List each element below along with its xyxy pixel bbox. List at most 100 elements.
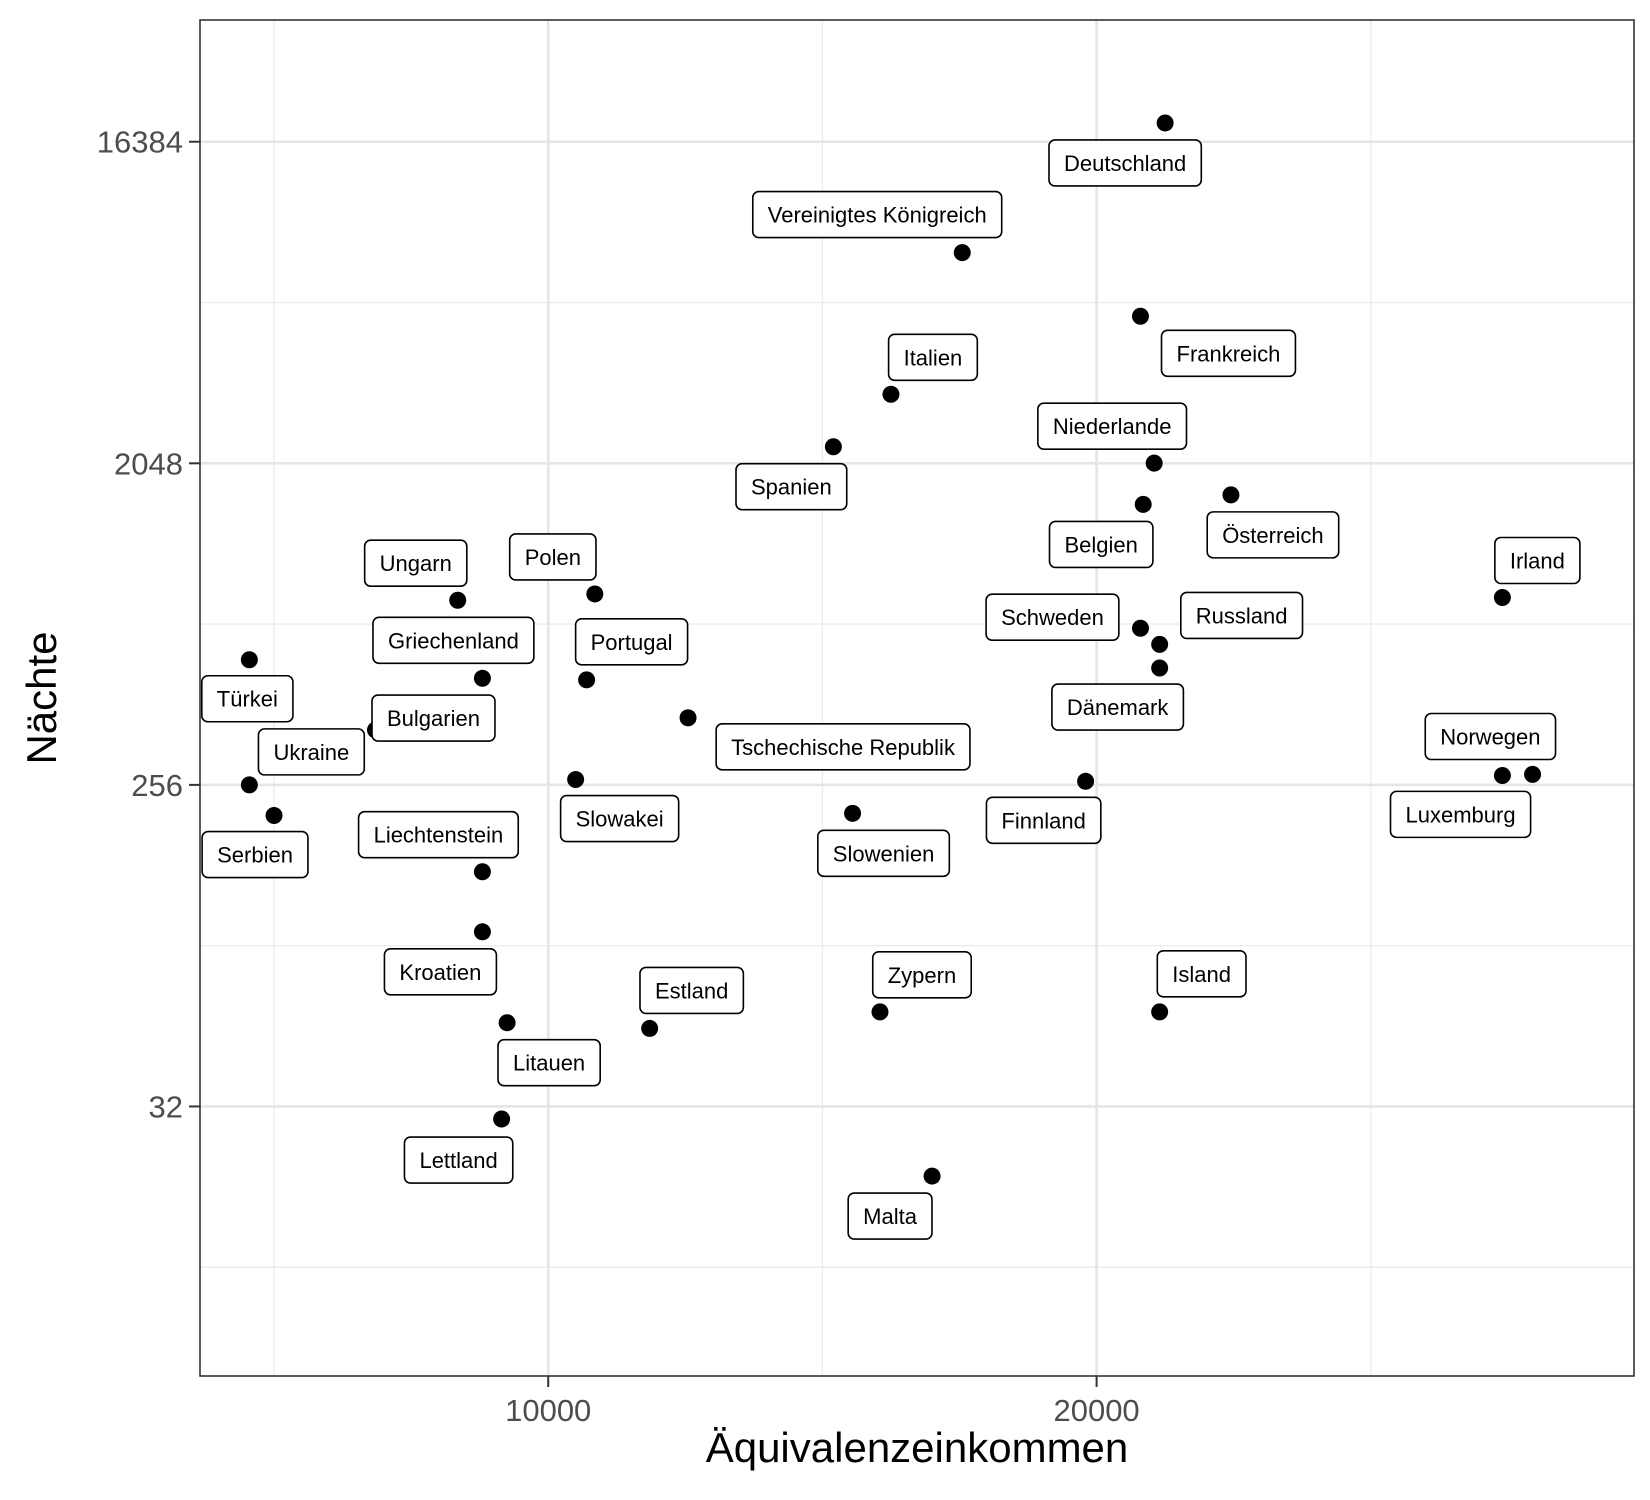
data-point bbox=[1131, 619, 1149, 637]
point-label: Russland bbox=[1179, 591, 1304, 640]
data-point bbox=[679, 709, 697, 727]
x-axis-title: Äquivalenzeinkommen bbox=[706, 1424, 1129, 1471]
label-text: Vereinigtes Königreich bbox=[768, 203, 987, 228]
data-points bbox=[240, 114, 1542, 1185]
label-text: Spanien bbox=[751, 475, 832, 500]
data-point bbox=[1156, 114, 1174, 132]
label-box bbox=[1156, 950, 1247, 998]
label-text: Österreich bbox=[1222, 523, 1323, 548]
y-axis-title: Nächte bbox=[18, 631, 65, 764]
label-box bbox=[1051, 683, 1185, 731]
data-point bbox=[473, 923, 491, 941]
label-box bbox=[559, 794, 680, 843]
label-text: Liechtenstein bbox=[374, 823, 504, 848]
y-tick-label: 16384 bbox=[97, 125, 183, 160]
data-point bbox=[1493, 588, 1511, 606]
point-label: Serbien bbox=[201, 830, 309, 879]
label-box bbox=[751, 190, 1003, 239]
label-text: Serbien bbox=[217, 843, 293, 868]
point-label: Ukraine bbox=[257, 728, 366, 776]
point-label: Slowakei bbox=[559, 794, 680, 843]
label-text: Slowenien bbox=[833, 841, 935, 866]
y-tick-label: 32 bbox=[149, 1089, 183, 1124]
data-point bbox=[498, 1014, 516, 1032]
label-box bbox=[257, 728, 366, 776]
label-text: Litauen bbox=[513, 1051, 585, 1076]
data-point bbox=[1151, 635, 1169, 653]
label-text: Dänemark bbox=[1067, 695, 1169, 720]
data-point bbox=[1077, 772, 1095, 790]
point-label: Italien bbox=[887, 333, 979, 382]
label-box bbox=[639, 966, 745, 1015]
label-text: Finnland bbox=[1001, 808, 1085, 833]
label-box bbox=[1494, 536, 1581, 585]
point-label: Island bbox=[1156, 950, 1247, 998]
label-box bbox=[847, 1192, 933, 1240]
point-label: Malta bbox=[847, 1192, 933, 1240]
label-box bbox=[1048, 139, 1203, 187]
point-label: Norwegen bbox=[1424, 712, 1557, 761]
point-label: Tschechische Republik bbox=[715, 723, 971, 771]
data-point bbox=[265, 807, 283, 825]
label-text: Irland bbox=[1510, 548, 1565, 573]
label-box bbox=[574, 618, 689, 666]
y-tick-label: 2048 bbox=[114, 446, 183, 481]
point-label: Liechtenstein bbox=[357, 810, 520, 859]
label-text: Island bbox=[1172, 962, 1231, 987]
data-point bbox=[1524, 765, 1542, 783]
label-box bbox=[1179, 591, 1304, 640]
label-text: Türkei bbox=[217, 687, 278, 712]
label-box bbox=[363, 539, 468, 588]
point-label: Schweden bbox=[985, 593, 1120, 642]
point-label: Österreich bbox=[1206, 511, 1340, 559]
point-labels: Deutschland Vereinigtes Königreich Frankre… bbox=[200, 139, 1581, 1240]
point-label: Lettland bbox=[403, 1136, 514, 1184]
data-point bbox=[567, 771, 585, 789]
label-box bbox=[985, 796, 1102, 845]
data-point bbox=[1222, 486, 1240, 504]
data-point bbox=[240, 776, 258, 794]
label-box bbox=[372, 616, 535, 665]
label-text: Russland bbox=[1196, 603, 1288, 628]
label-text: Lettland bbox=[419, 1148, 497, 1173]
label-box bbox=[1037, 402, 1188, 450]
point-label: Frankreich bbox=[1160, 329, 1297, 378]
point-label: Polen bbox=[508, 533, 597, 581]
data-point bbox=[923, 1167, 941, 1185]
label-box bbox=[497, 1038, 601, 1087]
label-text: Frankreich bbox=[1177, 341, 1281, 366]
data-point bbox=[953, 244, 971, 262]
label-text: Portugal bbox=[591, 630, 673, 655]
point-label: Kroatien bbox=[383, 948, 498, 996]
label-box bbox=[403, 1136, 514, 1184]
label-box bbox=[200, 674, 294, 723]
data-point bbox=[871, 1003, 889, 1021]
data-point bbox=[641, 1019, 659, 1037]
label-text: Italien bbox=[904, 345, 963, 370]
label-text: Estland bbox=[655, 978, 728, 1003]
label-box bbox=[817, 829, 951, 878]
point-label: Griechenland bbox=[372, 616, 535, 665]
data-point bbox=[1134, 495, 1152, 513]
point-label: Vereinigtes Königreich bbox=[751, 190, 1003, 239]
data-point bbox=[493, 1110, 511, 1128]
label-box bbox=[1206, 511, 1340, 559]
label-box bbox=[371, 694, 496, 742]
point-label: Irland bbox=[1494, 536, 1581, 585]
label-text: Polen bbox=[525, 545, 581, 570]
label-text: Kroatien bbox=[399, 960, 481, 985]
label-text: Griechenland bbox=[388, 628, 519, 653]
label-text: Slowakei bbox=[576, 807, 664, 832]
label-box bbox=[1048, 520, 1154, 569]
label-text: Tschechische Republik bbox=[731, 735, 956, 760]
data-point bbox=[449, 591, 467, 609]
point-label: Luxemburg bbox=[1389, 790, 1532, 839]
x-axis: 10000 20000 bbox=[505, 1376, 1140, 1428]
label-text: Zypern bbox=[888, 963, 956, 988]
label-text: Malta bbox=[863, 1204, 918, 1229]
x-tick-label: 20000 bbox=[1053, 1393, 1139, 1428]
point-label: Finnland bbox=[985, 796, 1102, 845]
label-box bbox=[1389, 790, 1532, 839]
data-point bbox=[1151, 1003, 1169, 1021]
